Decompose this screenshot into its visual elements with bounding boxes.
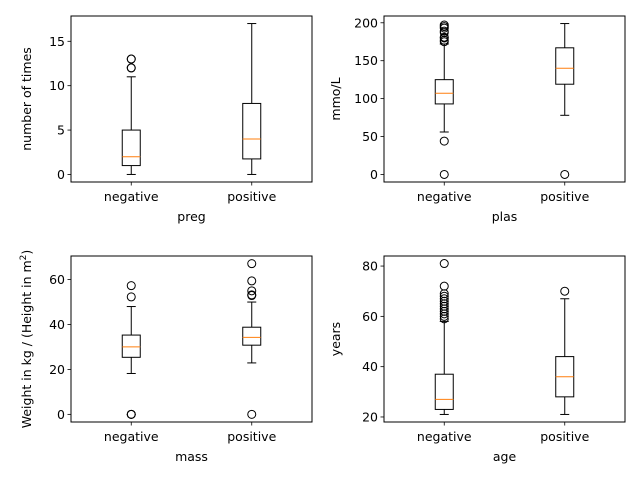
subplot-preg: 0 5 10 15 negative positive preg number of time…: [19, 15, 313, 224]
flier-point: [439, 259, 449, 269]
flier-point: [247, 286, 257, 296]
y-tick-label: 0: [57, 407, 65, 422]
boxplot-positive: [555, 286, 575, 415]
flier-point: [247, 259, 257, 269]
boxplot-negative: [434, 20, 454, 179]
subplot-age: 20 40 60 80 negative positive age years: [328, 255, 626, 464]
y-axis-label: years: [328, 322, 343, 356]
boxplot-positive: [242, 259, 262, 419]
flier-point: [560, 286, 570, 296]
flier-point: [439, 20, 449, 30]
y-tick-label: 60: [49, 272, 65, 287]
box-iqr: [121, 129, 141, 167]
flier-point: [247, 290, 257, 300]
boxplot-negative: [121, 281, 141, 419]
x-axis-label: preg: [177, 209, 205, 224]
y-tick-label: 0: [57, 167, 65, 182]
flier-point: [439, 294, 449, 304]
y-tick-label: 100: [354, 91, 378, 106]
y-tick-label: 5: [57, 123, 65, 138]
boxplot-negative: [434, 259, 454, 415]
flier-point: [439, 291, 449, 301]
y-tick-label: 60: [362, 309, 378, 324]
x-tick-label-negative: negative: [417, 429, 472, 444]
box-iqr: [434, 79, 454, 105]
y-axis-label: Weight in kg / (Height in m2): [19, 250, 34, 429]
flier-point: [126, 292, 136, 302]
x-tick-label-negative: negative: [104, 189, 159, 204]
x-tick-label-positive: positive: [540, 189, 589, 204]
y-axis-label: mmo/L: [328, 77, 343, 120]
boxplot-positive: [555, 23, 575, 179]
flier-point: [439, 136, 449, 146]
x-tick-label-negative: negative: [104, 429, 159, 444]
x-tick-label-negative: negative: [417, 189, 472, 204]
boxplot-positive: [242, 23, 262, 175]
x-axis-label: mass: [175, 449, 208, 464]
box-iqr: [434, 373, 454, 410]
box-iqr: [121, 334, 141, 358]
axes-frame: [383, 15, 626, 183]
flier-point: [247, 409, 257, 419]
y-tick-label: 150: [354, 53, 378, 68]
y-tick-label: 20: [362, 409, 378, 424]
x-tick-label-positive: positive: [227, 429, 276, 444]
y-tick-label: 40: [49, 317, 65, 332]
y-tick-label: 20: [49, 362, 65, 377]
axes-frame: [70, 255, 313, 423]
y-tick-label: 10: [49, 78, 65, 93]
y-tick-label: 0: [370, 167, 378, 182]
flier-point: [439, 281, 449, 291]
boxplot-negative: [121, 54, 141, 175]
box-iqr: [242, 102, 262, 160]
flier-point: [247, 276, 257, 286]
axes-frame: [383, 255, 626, 423]
flier-point: [439, 26, 449, 36]
y-tick-label: 50: [362, 129, 378, 144]
y-tick-label: 200: [354, 15, 378, 30]
y-tick-label: 15: [49, 34, 65, 49]
x-axis-label: age: [493, 449, 517, 464]
subplot-mass: 0 20 40 60 negative positive mass Weight in kg …: [19, 250, 313, 464]
y-axis-label: number of times: [19, 47, 34, 151]
flier-point: [126, 281, 136, 291]
flier-point: [560, 169, 570, 179]
flier-point: [439, 32, 449, 42]
x-tick-label-positive: positive: [540, 429, 589, 444]
box-iqr: [555, 47, 575, 85]
subplot-plas: 0 50 100 150 200 negative positive plas mmo/L: [328, 15, 626, 224]
flier-point: [126, 409, 136, 419]
y-tick-label: 40: [362, 359, 378, 374]
flier-point: [439, 169, 449, 179]
box-iqr: [242, 326, 262, 346]
flier-point: [126, 63, 136, 73]
x-axis-label: plas: [492, 209, 518, 224]
y-tick-label: 80: [362, 259, 378, 274]
axes-frame: [70, 15, 313, 183]
flier-point: [126, 54, 136, 64]
x-tick-label-positive: positive: [227, 189, 276, 204]
